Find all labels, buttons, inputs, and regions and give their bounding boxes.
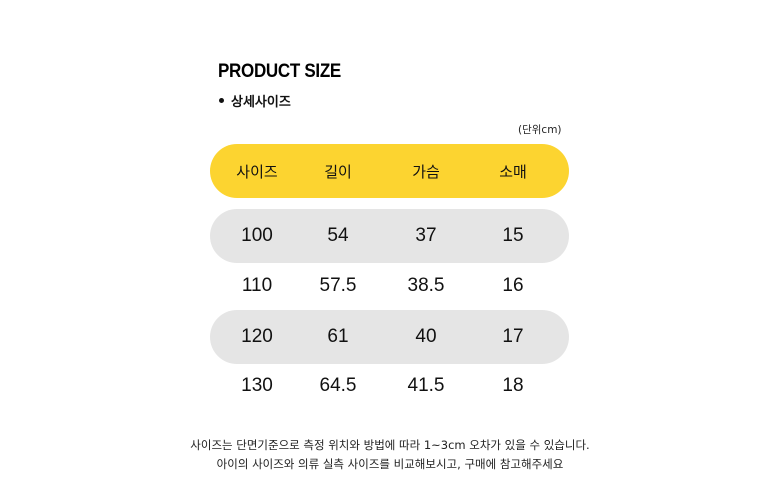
header-sleeve: 소매	[499, 162, 527, 181]
page-title: PRODUCT SIZE	[218, 60, 341, 82]
cell-sleeve: 18	[502, 375, 524, 396]
cell-sleeve: 15	[502, 225, 524, 246]
cell-chest: 40	[415, 326, 437, 347]
table-header: 사이즈 길이 가슴 소매	[210, 144, 569, 198]
table-row: 120 61 40 17	[210, 310, 569, 364]
bullet-icon	[219, 98, 224, 103]
unit-note: (단위cm)	[518, 124, 562, 136]
table-row: 110 57.5 38.5 16	[210, 259, 569, 313]
cell-length: 54	[327, 225, 349, 246]
cell-length: 61	[327, 326, 349, 347]
header-length: 길이	[324, 162, 352, 181]
cell-size: 100	[241, 225, 273, 246]
cell-sleeve: 17	[502, 326, 524, 347]
cell-size: 130	[241, 375, 273, 396]
header-size: 사이즈	[236, 162, 278, 181]
subtitle-text: 상세사이즈	[231, 95, 291, 110]
header-chest: 가슴	[412, 162, 440, 181]
cell-size: 110	[241, 275, 273, 296]
comparison-note: 아이의 사이즈와 의류 실측 사이즈를 비교해보시고, 구매에 참고해주세요	[216, 457, 564, 471]
measurement-note: 사이즈는 단면기준으로 측정 위치와 방법에 따라 1~3cm 오차가 있을 수…	[190, 438, 590, 452]
table-row: 130 64.5 41.5 18	[210, 359, 569, 413]
cell-chest: 37	[415, 225, 437, 246]
cell-length: 64.5	[319, 375, 357, 396]
cell-chest: 38.5	[407, 275, 445, 296]
cell-sleeve: 16	[502, 275, 524, 296]
section-subtitle: 상세사이즈	[218, 91, 291, 110]
cell-length: 57.5	[319, 275, 357, 296]
cell-size: 120	[241, 326, 273, 347]
cell-chest: 41.5	[407, 375, 445, 396]
table-row: 100 54 37 15	[210, 209, 569, 263]
